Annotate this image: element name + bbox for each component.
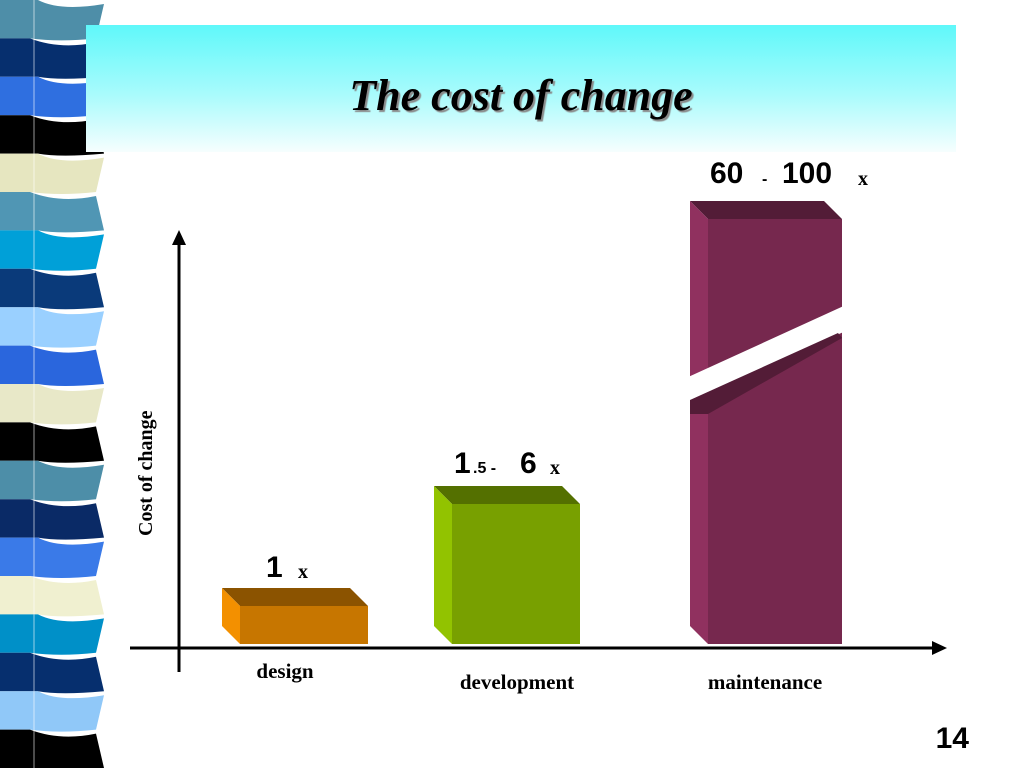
strip-segment	[0, 499, 104, 540]
x-axis-arrow	[932, 641, 947, 655]
strip-segment	[0, 115, 104, 156]
bar-maintenance-front	[708, 219, 842, 644]
slide-title: The cost of change	[349, 71, 693, 120]
strip-segment	[0, 0, 104, 41]
svg-text:-: -	[762, 171, 767, 188]
svg-text:x: x	[298, 561, 308, 583]
strip-segment	[0, 576, 104, 617]
bar-maintenance-top	[690, 201, 842, 219]
category-label-maintenance: maintenance	[708, 670, 822, 694]
strip-segment	[0, 307, 104, 348]
strip-segment	[0, 460, 104, 502]
category-label-development: development	[460, 670, 574, 694]
strip-segment	[0, 729, 104, 768]
svg-text:6: 6	[520, 447, 537, 480]
strip-segment	[0, 345, 104, 386]
strip-segment	[0, 384, 104, 425]
title-band	[86, 25, 956, 152]
svg-text:.5 -: .5 -	[473, 460, 496, 477]
strip-segment	[0, 153, 104, 194]
strip-segment	[0, 422, 104, 463]
svg-text:x: x	[858, 168, 868, 190]
bar-design-front	[240, 606, 368, 644]
svg-text:100: 100	[782, 157, 832, 190]
svg-text:60: 60	[710, 157, 743, 190]
svg-text:1: 1	[266, 551, 283, 584]
data-label-design: 1 x	[266, 551, 308, 584]
svg-text:1: 1	[454, 447, 471, 480]
strip-segment	[0, 652, 104, 694]
strip-segment	[0, 268, 104, 310]
strip-segment	[0, 38, 104, 79]
category-label-design: design	[256, 659, 314, 683]
page-number: 14	[935, 722, 969, 755]
bar-break-edge	[690, 333, 842, 414]
svg-text:x: x	[550, 457, 560, 479]
y-axis-arrow	[172, 230, 186, 245]
bar-development-front	[452, 504, 580, 644]
strip-segment	[0, 192, 104, 233]
strip-segment	[0, 537, 104, 578]
bar-design-top	[222, 588, 368, 606]
strip-segment	[0, 76, 104, 118]
strip-segment	[0, 691, 104, 732]
bar-development-top	[434, 486, 580, 504]
bar-development-side	[434, 486, 452, 644]
decorative-strip	[0, 0, 104, 768]
bar-break-gap	[686, 304, 848, 402]
strip-segment	[0, 614, 104, 655]
data-label-development: 1 .5 - 6 x	[454, 447, 560, 480]
bar-maintenance-side	[690, 201, 708, 644]
bar-design-side	[222, 588, 240, 644]
strip-segment	[0, 230, 104, 271]
y-axis-label: Cost of change	[135, 410, 157, 536]
data-label-maintenance: 60 - 100 x	[710, 157, 868, 190]
